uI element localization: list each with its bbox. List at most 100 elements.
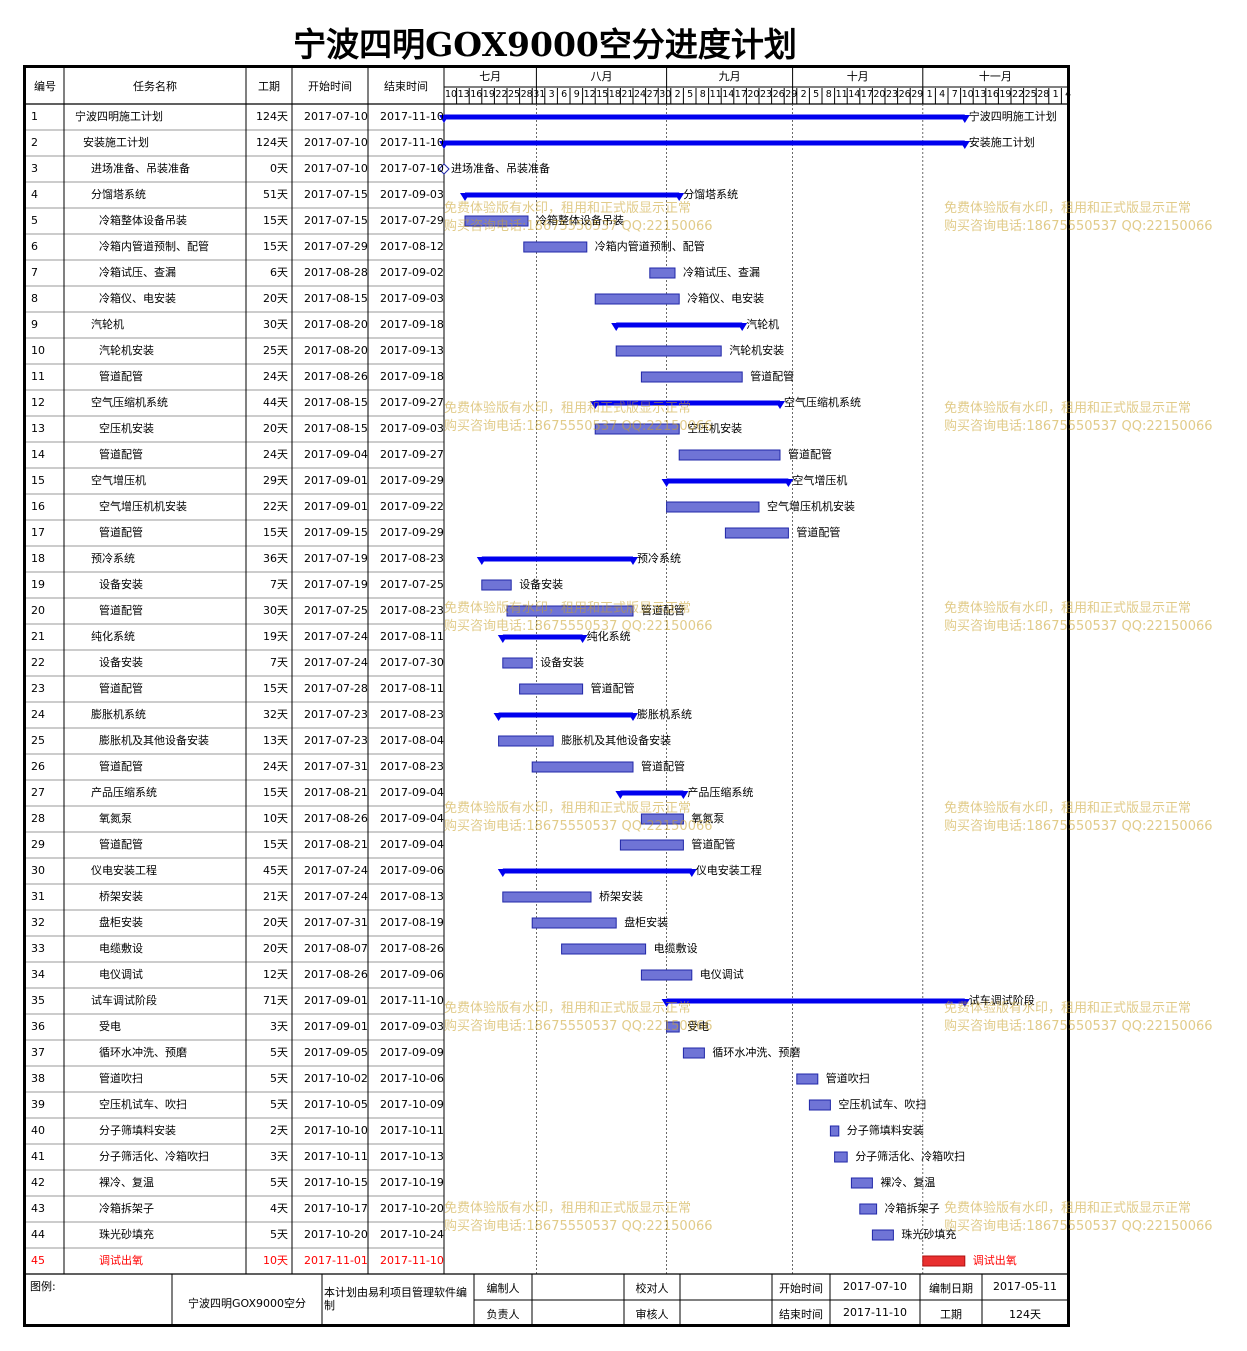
task-bar (640, 969, 693, 981)
summary-bar (481, 556, 633, 562)
task-name: 冷箱试压、查漏 (99, 266, 176, 279)
legend-label: 图例: (30, 1280, 56, 1293)
bar-label: 电仪调试 (699, 968, 744, 981)
task-end: 2017-09-27 (380, 448, 444, 461)
bar-label: 珠光砂填充 (901, 1228, 957, 1241)
header-start: 开始时间 (308, 80, 352, 93)
task-start: 2017-09-15 (304, 526, 368, 539)
tick-label: 29 (785, 89, 798, 100)
task-id: 27 (31, 786, 45, 799)
tick-label: 7 (951, 89, 958, 100)
task-duration: 24天 (263, 448, 288, 461)
tick-label: 23 (886, 89, 899, 100)
task-name: 仪电安装工程 (91, 864, 157, 877)
task-bar (796, 1073, 819, 1085)
task-end: 2017-08-23 (380, 552, 444, 565)
summary-bar-cap (628, 557, 638, 565)
tick-label: 23 (760, 89, 773, 100)
task-name: 氧氮泵 (99, 812, 132, 825)
task-start: 2017-08-26 (304, 370, 368, 383)
task-id: 45 (31, 1254, 45, 1267)
task-id: 32 (31, 916, 45, 929)
task-duration: 15天 (263, 526, 288, 539)
task-id: 38 (31, 1072, 45, 1085)
bar-label: 空气增压机机安装 (767, 500, 855, 513)
tick-label: 22 (1012, 89, 1025, 100)
bar-label: 冷箱内管道预制、配管 (594, 240, 705, 253)
task-id: 34 (31, 968, 45, 981)
task-start: 2017-08-21 (304, 786, 368, 799)
tick-label: 1 (926, 89, 933, 100)
tick-label: 12 (583, 89, 596, 100)
task-bar (666, 1021, 680, 1033)
header-end: 结束时间 (384, 80, 428, 93)
bar-label: 分子筛活化、冷箱吹扫 (855, 1150, 966, 1163)
task-end: 2017-10-19 (380, 1176, 444, 1189)
task-duration: 5天 (270, 1098, 288, 1111)
task-name: 空压机安装 (99, 422, 154, 435)
task-id: 33 (31, 942, 45, 955)
task-name: 循环水冲洗、预磨 (99, 1046, 187, 1059)
task-end: 2017-08-26 (380, 942, 444, 955)
editor-label: 编制人 (486, 1282, 520, 1295)
tick-label: 9 (573, 89, 580, 100)
task-start: 2017-07-19 (304, 552, 368, 565)
task-duration: 3天 (270, 1020, 288, 1033)
task-bar (464, 215, 529, 227)
tick-label: 26 (772, 89, 785, 100)
task-duration: 10天 (263, 812, 288, 825)
bar-label: 产品压缩系统 (687, 786, 754, 799)
month-label: 十一月 (978, 70, 1012, 83)
tick-label: 17 (860, 89, 873, 100)
task-start: 2017-09-01 (304, 1020, 368, 1033)
bar-label: 试车调试阶段 (968, 994, 1035, 1007)
tick-label: 10 (961, 89, 974, 100)
task-end: 2017-11-10 (380, 136, 444, 149)
task-start: 2017-10-15 (304, 1176, 368, 1189)
tick-label: 19 (999, 89, 1012, 100)
task-bar (594, 293, 680, 305)
bar-label: 电缆敷设 (653, 942, 698, 955)
task-name: 管道配管 (99, 448, 143, 461)
task-id: 10 (31, 344, 45, 357)
bar-label: 汽轮机安装 (729, 344, 785, 357)
task-end: 2017-09-27 (380, 396, 444, 409)
bar-label: 冷箱试压、查漏 (683, 266, 760, 279)
task-end: 2017-09-18 (380, 318, 444, 331)
task-end: 2017-09-22 (380, 500, 444, 513)
bar-label: 调试出氧 (972, 1254, 1017, 1267)
summary-bar-cap (737, 323, 748, 331)
proofreader-label: 校对人 (635, 1282, 669, 1295)
task-name: 受电 (99, 1020, 121, 1033)
task-start: 2017-10-05 (304, 1098, 368, 1111)
bar-label: 管道配管 (641, 604, 685, 617)
task-end: 2017-09-03 (380, 188, 444, 201)
task-start: 2017-10-17 (304, 1202, 368, 1215)
task-bar (724, 527, 789, 539)
tick-label: 11 (835, 89, 848, 100)
task-bar (678, 449, 781, 461)
summary-bar (616, 322, 743, 328)
task-end: 2017-08-11 (380, 630, 444, 643)
tick-label: 27 (646, 89, 659, 100)
task-id: 24 (31, 708, 45, 721)
task-name: 管道配管 (99, 370, 143, 383)
summary-bar (465, 192, 680, 198)
task-id: 5 (31, 214, 38, 227)
end-time-value: 2017-11-10 (843, 1306, 907, 1319)
summary-bar (444, 114, 965, 120)
summary-bar (502, 634, 583, 640)
bar-label: 氧氮泵 (691, 812, 725, 825)
task-start: 2017-07-10 (304, 136, 368, 149)
bar-label: 纯化系统 (586, 630, 631, 643)
task-name: 分馏塔系统 (91, 188, 146, 201)
task-id: 43 (31, 1202, 45, 1215)
task-end: 2017-08-19 (380, 916, 444, 929)
task-id: 31 (31, 890, 45, 903)
task-start: 2017-07-24 (304, 630, 368, 643)
task-bar (498, 735, 554, 747)
task-id: 13 (31, 422, 45, 435)
task-id: 7 (31, 266, 38, 279)
task-name: 珠光砂填充 (99, 1228, 154, 1241)
compile-date-value: 2017-05-11 (993, 1280, 1057, 1293)
